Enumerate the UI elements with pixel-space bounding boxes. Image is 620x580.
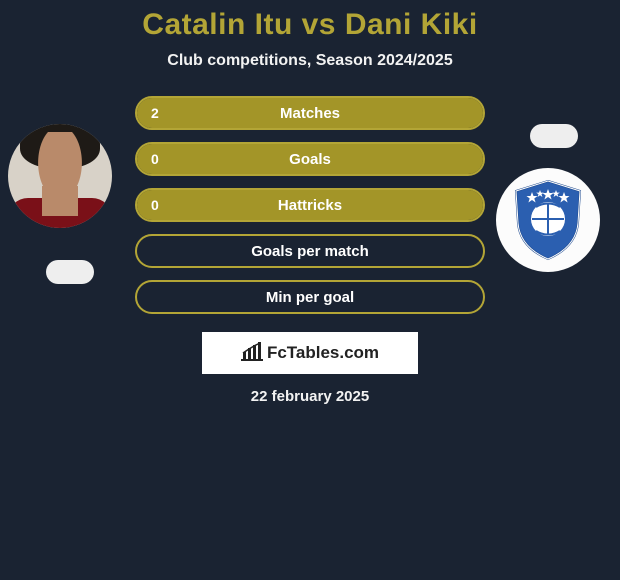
stat-row-matches: 2 Matches	[135, 96, 485, 130]
brand-text: FcTables.com	[267, 343, 379, 363]
subtitle: Club competitions, Season 2024/2025	[0, 52, 620, 70]
brand-box: FcTables.com	[202, 332, 418, 374]
page-title: Catalin Itu vs Dani Kiki	[0, 8, 620, 42]
stat-row-hattricks: 0 Hattricks	[135, 188, 485, 222]
stat-value-left: 0	[151, 151, 159, 167]
face-shape	[26, 132, 94, 220]
player-left-avatar	[8, 124, 112, 228]
stat-label: Goals	[289, 151, 331, 168]
club-badge-icon	[512, 179, 584, 261]
stat-label: Goals per match	[251, 243, 369, 260]
stat-value-left: 0	[151, 197, 159, 213]
player-left-flag	[46, 260, 94, 284]
player-right-avatar	[496, 168, 600, 272]
brand-chart-icon	[241, 341, 263, 366]
player-right-flag	[530, 124, 578, 148]
comparison-card: Catalin Itu vs Dani Kiki Club competitio…	[0, 0, 620, 440]
stat-label: Hattricks	[278, 197, 342, 214]
stat-row-min-per-goal: Min per goal	[135, 280, 485, 314]
stat-value-left: 2	[151, 105, 159, 121]
date-text: 22 february 2025	[0, 388, 620, 405]
stat-label: Matches	[280, 105, 340, 122]
stat-row-goals: 0 Goals	[135, 142, 485, 176]
stat-label: Min per goal	[266, 289, 354, 306]
stat-row-goals-per-match: Goals per match	[135, 234, 485, 268]
